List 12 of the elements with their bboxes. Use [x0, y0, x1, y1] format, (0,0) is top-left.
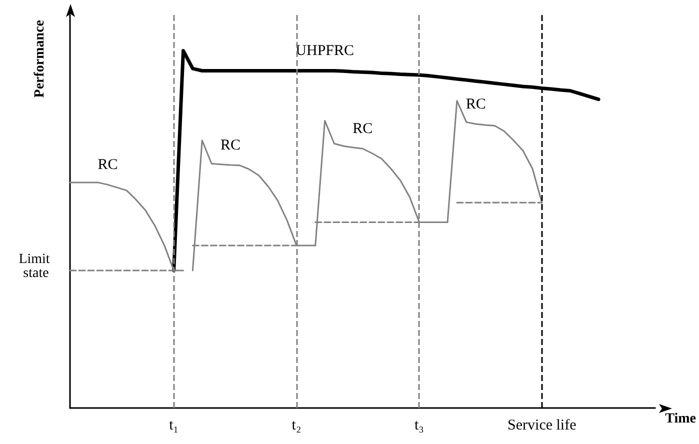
y-axis-title: Performance [32, 20, 48, 98]
x-axis-title: Time [665, 412, 696, 426]
series-label: RC [98, 157, 118, 174]
x-tick-label: t₂ [292, 418, 302, 434]
series-label: RC [220, 138, 240, 154]
series-label: RC [466, 96, 486, 112]
x-tick-label: t₃ [414, 418, 424, 434]
series-label: RC [352, 121, 373, 138]
x-tick-label: Service life [508, 418, 577, 434]
series-label: Limit state [18, 252, 54, 281]
series-label: UHPFRC [296, 43, 354, 60]
x-tick-label: t₁ [169, 418, 179, 434]
